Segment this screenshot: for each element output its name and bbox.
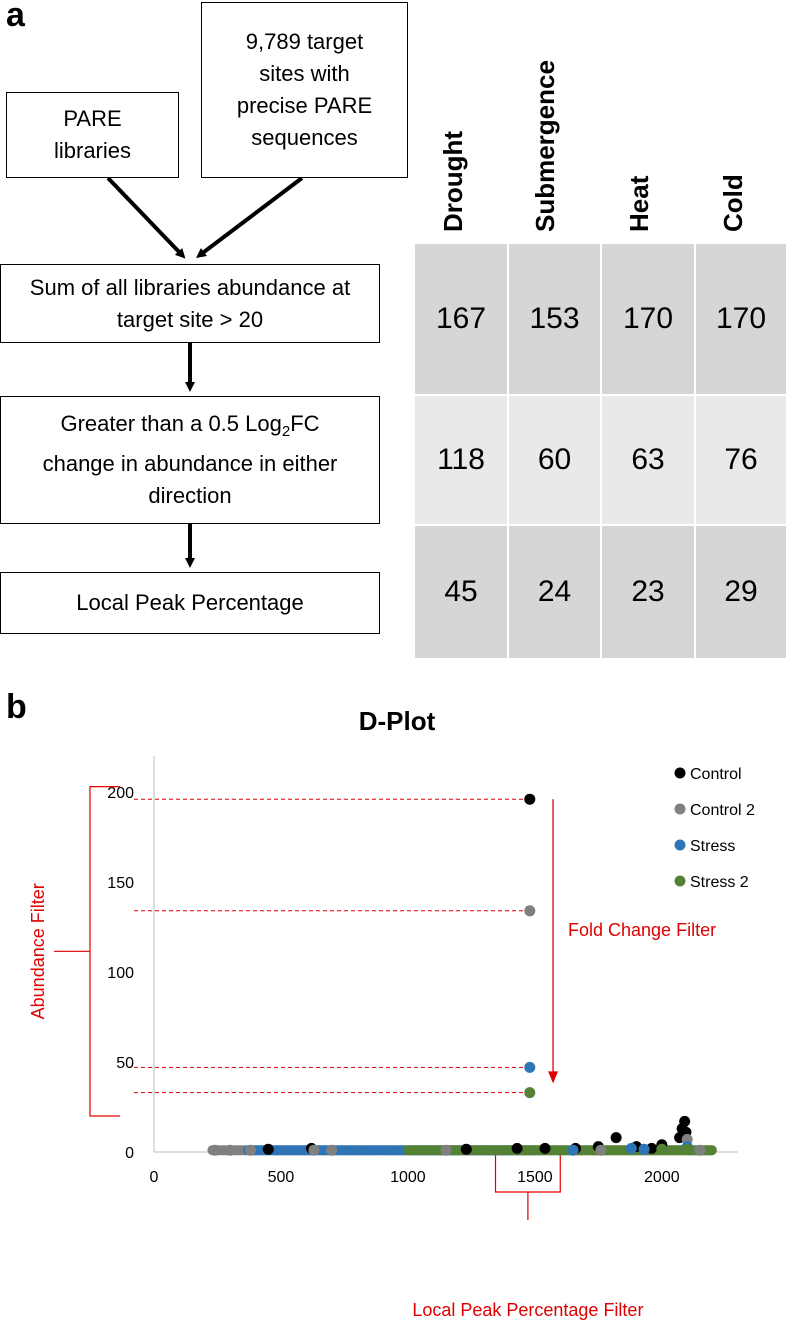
table-cell: 24 [508,525,601,659]
arrow-sites-to-sum [196,176,304,259]
table-cell: 23 [601,525,695,659]
abundance-filter-label: Abundance Filter [28,883,48,1019]
data-point [524,793,536,805]
data-point [524,1087,536,1099]
baseline-point [706,1145,717,1156]
x-tick-label: 2000 [644,1169,680,1186]
data-point [326,1144,338,1156]
legend-label: Stress [690,838,735,855]
table-cell: 60 [508,395,601,525]
table-cell: 45 [414,525,508,659]
table-cell: 167 [414,243,508,395]
box-target-sites: 9,789 target sites with precise PARE seq… [201,2,408,178]
data-point [595,1144,607,1156]
panel-a-label: a [6,0,25,34]
data-point [524,905,536,917]
fold-change-arrowhead [548,1071,559,1084]
table-header-submergence: Submergence [530,60,560,232]
y-tick-label: 50 [116,1055,134,1072]
x-tick-label: 1500 [517,1169,553,1186]
legend-marker [674,875,686,887]
box-target-sites-text: 9,789 target sites with precise PARE seq… [236,29,373,150]
x-tick-label: 500 [268,1169,295,1186]
box-pare-libraries-text: PARE libraries [53,106,132,163]
x-tick-label: 0 [150,1169,159,1186]
table-header-cold: Cold [718,174,748,232]
table-cell: 153 [508,243,601,395]
box-local-peak: Local Peak Percentage [0,572,380,634]
y-tick-label: 150 [107,875,134,892]
data-point [224,1144,236,1156]
data-point [308,1144,320,1156]
table-cell: 63 [601,395,695,525]
box-fold-change: Greater than a 0.5 Log2FC change in abun… [0,396,380,524]
data-point [209,1144,221,1156]
table-cell: 76 [695,395,787,525]
legend-marker [674,803,686,815]
data-point [511,1142,523,1154]
box-abundance-sum-text: Sum of all libraries abundance at target… [29,274,351,332]
panel-b-label: b [6,688,27,726]
data-point [694,1144,706,1156]
legend-label: Stress 2 [690,874,749,891]
y-tick-label: 200 [107,785,134,802]
box-local-peak-text: Local Peak Percentage [76,590,304,615]
local-peak-filter-label: Local Peak Percentage Filter [412,1300,643,1320]
table-cell: 118 [414,395,508,525]
data-point [656,1143,668,1155]
legend-label: Control [690,766,742,783]
data-point [567,1144,579,1156]
x-tick-label: 1000 [390,1169,426,1186]
table-cell: 170 [695,243,787,395]
data-point [244,1144,256,1156]
flowchart-arrows [106,176,304,568]
data-point [440,1144,452,1156]
data-point [610,1132,622,1144]
data-point [638,1143,650,1155]
data-point [539,1142,551,1154]
arrow-pare-to-sum [106,176,186,259]
data-point [625,1142,637,1154]
box-fold-change-subscript: 2 [281,423,291,440]
box-fold-change-text-2: FC change in abundance in either directi… [42,411,338,508]
legend-label: Control 2 [690,802,755,819]
table-cell: 170 [601,243,695,395]
data-point [460,1143,472,1155]
table-header-drought: Drought [438,130,468,232]
data-point [262,1143,274,1155]
box-abundance-sum: Sum of all libraries abundance at target… [0,264,380,343]
data-point [681,1143,693,1155]
data-point [524,1061,536,1073]
y-tick-label: 0 [125,1145,134,1162]
chart-title: D-Plot [359,706,436,736]
legend-marker [674,767,686,779]
table-cell: 29 [695,525,787,659]
box-pare-libraries: PARE libraries [6,92,179,178]
fold-change-filter-label: Fold Change Filter [568,920,716,940]
legend-marker [674,839,686,851]
y-tick-label: 100 [107,965,134,982]
box-fold-change-text-1: Greater than a 0.5 Log [60,411,282,436]
table-header-heat: Heat [624,175,654,232]
